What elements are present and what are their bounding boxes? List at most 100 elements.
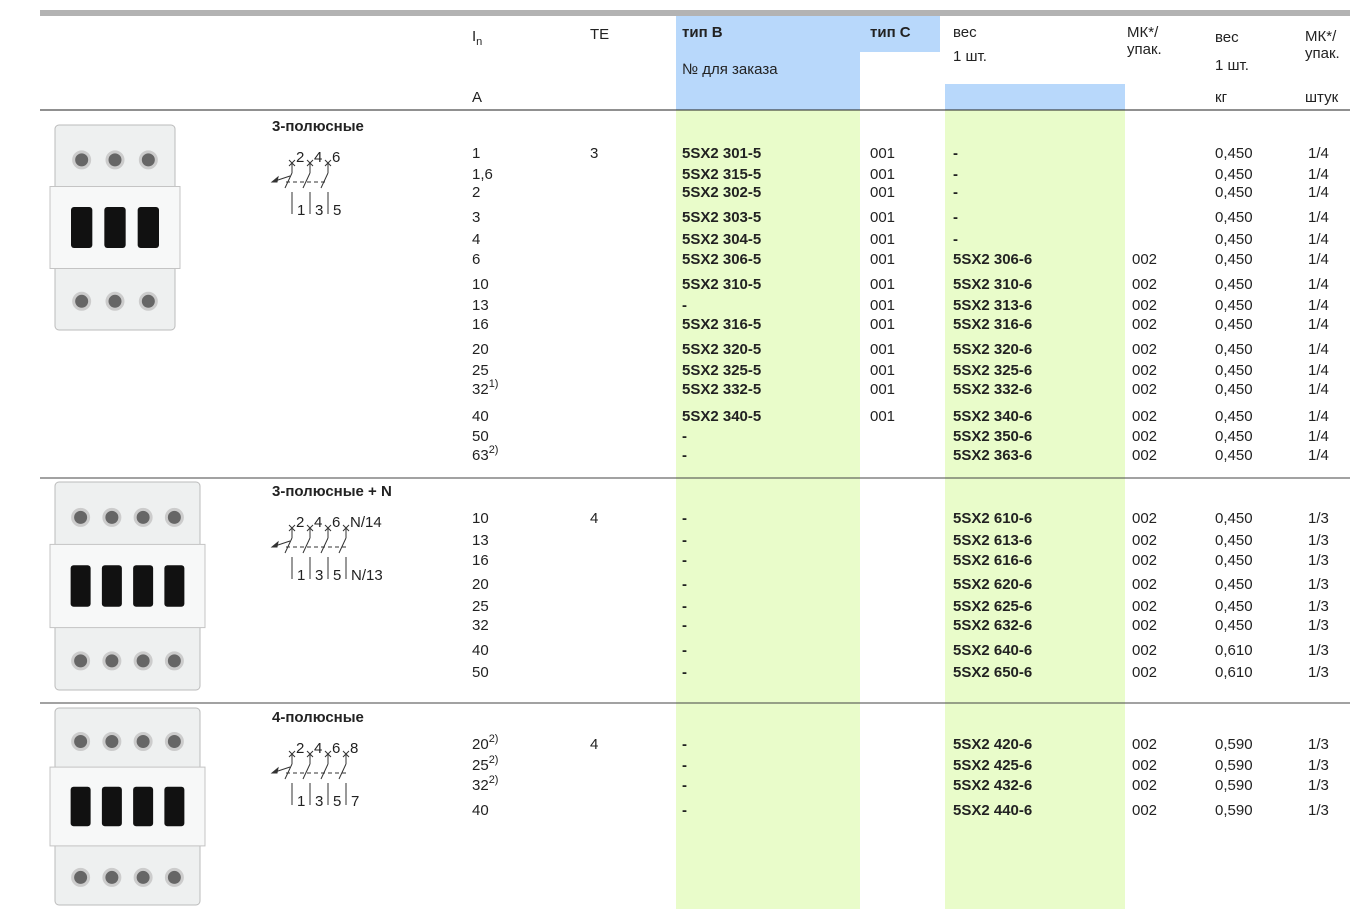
value: 20 [472, 576, 489, 593]
pack-qty: 1/3 [1308, 802, 1329, 819]
order-type-c: 5SX2 332-6 [953, 381, 1032, 398]
terminal [164, 507, 184, 527]
value: 63 [472, 447, 489, 464]
pack-qty: 1/3 [1308, 576, 1329, 593]
order-type-b: - [682, 777, 687, 794]
value: 50 [472, 428, 489, 445]
pole-label: 1 [297, 202, 305, 219]
pole-label: N/14 [350, 514, 382, 531]
order-type-c: - [953, 145, 958, 162]
order-type-b: 5SX2 306-5 [682, 251, 761, 268]
breaker-image [49, 124, 181, 331]
order-type-b: 5SX2 303-5 [682, 209, 761, 226]
terminal [71, 731, 91, 751]
pack-code: 002 [1132, 642, 1157, 659]
pack-qty: 1/3 [1308, 552, 1329, 569]
order-type-b: 5SX2 320-5 [682, 341, 761, 358]
rated-current: 4 [472, 231, 480, 248]
contact [302, 159, 314, 214]
rated-current: 1,6 [472, 166, 493, 183]
pole-label: 8 [350, 740, 358, 757]
pole-label: 5 [333, 793, 341, 810]
suffix-type-c: 001 [870, 231, 895, 248]
footnote: 2) [489, 444, 499, 456]
contact [302, 750, 314, 805]
suffix-type-c: 001 [870, 209, 895, 226]
pack-code: 002 [1132, 428, 1157, 445]
order-type-b: 5SX2 325-5 [682, 362, 761, 379]
weight: 0,450 [1215, 408, 1253, 425]
toggle [137, 207, 159, 248]
pack-qty: 1/3 [1308, 664, 1329, 681]
order-type-b: 5SX2 304-5 [682, 231, 761, 248]
pack-qty: 1/4 [1308, 381, 1329, 398]
order-type-b: - [682, 736, 687, 753]
header-te: TE [590, 26, 609, 43]
value: 32 [472, 381, 489, 398]
rated-current: 13 [472, 297, 489, 314]
order-type-c: 5SX2 616-6 [953, 552, 1032, 569]
pole-label: 3 [315, 567, 323, 584]
pole-label: 6 [332, 149, 340, 166]
toggle [101, 786, 122, 827]
toggle [104, 207, 126, 248]
pack-code: 002 [1132, 408, 1157, 425]
pack-code: 002 [1132, 276, 1157, 293]
rated-current: 20 [472, 576, 489, 593]
rated-current: 20 [472, 341, 489, 358]
toggle [101, 565, 122, 607]
rated-current: 25 [472, 598, 489, 615]
column-green [945, 110, 1125, 909]
footnote: 2) [489, 774, 499, 786]
order-type-c: 5SX2 613-6 [953, 532, 1032, 549]
rated-current: 202) [472, 733, 498, 753]
rated-current: 321) [472, 378, 498, 398]
order-type-b: 5SX2 316-5 [682, 316, 761, 333]
pack-qty: 1/4 [1308, 209, 1329, 226]
value: 10 [472, 276, 489, 293]
header-blue [945, 84, 1125, 110]
value: 25 [472, 757, 489, 774]
subscript: n [476, 36, 482, 48]
order-type-b: - [682, 576, 687, 593]
pack-qty: 1/4 [1308, 362, 1329, 379]
pack-qty: 1/4 [1308, 166, 1329, 183]
rated-current: 50 [472, 664, 489, 681]
rated-current: 2 [472, 184, 480, 201]
order-type-c: 5SX2 340-6 [953, 408, 1032, 425]
weight: 0,450 [1215, 184, 1253, 201]
value: 20 [472, 341, 489, 358]
order-type-b: 5SX2 301-5 [682, 145, 761, 162]
pack-code: 002 [1132, 297, 1157, 314]
order-type-b: 5SX2 340-5 [682, 408, 761, 425]
order-type-c: - [953, 209, 958, 226]
rated-current: 6 [472, 251, 480, 268]
weight: 0,450 [1215, 276, 1253, 293]
pack-qty: 1/4 [1308, 428, 1329, 445]
contact [320, 524, 332, 579]
suffix-type-c: 001 [870, 316, 895, 333]
toggle [70, 786, 91, 827]
order-type-c: 5SX2 440-6 [953, 802, 1032, 819]
symbol: I [472, 28, 476, 45]
contact [284, 750, 296, 805]
header-blue [676, 52, 860, 110]
weight: 0,450 [1215, 552, 1253, 569]
order-type-b: 5SX2 302-5 [682, 184, 761, 201]
suffix-type-c: 001 [870, 251, 895, 268]
module-width: 4 [590, 736, 598, 753]
pack-code: 002 [1132, 664, 1157, 681]
top-bar [40, 10, 1350, 16]
weight: 0,450 [1215, 145, 1253, 162]
terminal [71, 651, 91, 671]
unit: кг [1215, 89, 1228, 106]
arrow [270, 766, 291, 774]
pole-label: 1 [297, 793, 305, 810]
toggle [164, 565, 185, 607]
terminal [71, 867, 91, 887]
order-type-c: 5SX2 350-6 [953, 428, 1032, 445]
header-weight: 1 шт. [953, 48, 987, 65]
pack-qty: 1/4 [1308, 316, 1329, 333]
value: 16 [472, 552, 489, 569]
